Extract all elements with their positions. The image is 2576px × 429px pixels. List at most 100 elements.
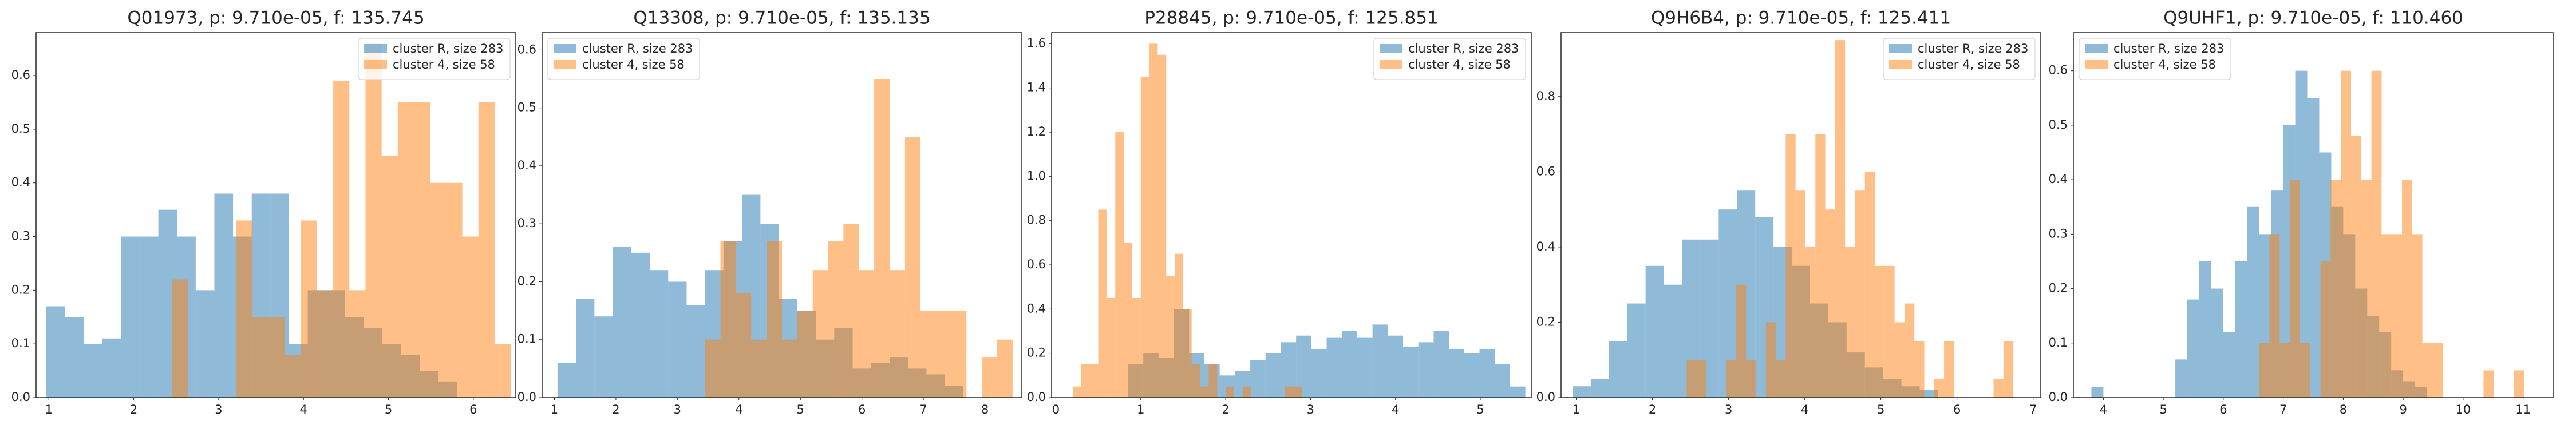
x-tick-label: 7 bbox=[2029, 403, 2037, 416]
x-tick-label: 11 bbox=[2515, 403, 2531, 416]
x-tick-label: 8 bbox=[2340, 403, 2347, 416]
bar bbox=[859, 270, 875, 398]
y-tick-label: 0.0 bbox=[1027, 390, 1046, 404]
y-tick-label: 0.5 bbox=[517, 101, 536, 114]
bar bbox=[1242, 386, 1251, 398]
x-tick-label: 6 bbox=[1953, 403, 1961, 416]
x-tick-label: 2 bbox=[1222, 403, 1229, 416]
bar bbox=[1311, 348, 1327, 398]
bar bbox=[252, 317, 269, 398]
bar bbox=[1191, 364, 1200, 398]
bar bbox=[446, 182, 463, 398]
panel: Q9UHF1, p: 9.710e-05, f: 110.460 4 5 6 7 8 9 10… bbox=[2049, 8, 2554, 416]
legend-swatch bbox=[2085, 44, 2108, 53]
x-tick-label: 5 bbox=[1877, 403, 1884, 416]
bar bbox=[1226, 386, 1234, 398]
bar bbox=[2259, 343, 2270, 398]
bar bbox=[1919, 390, 1938, 398]
y-tick-label: 0.6 bbox=[1027, 257, 1046, 271]
bar bbox=[1285, 386, 1294, 398]
bar bbox=[1914, 341, 1925, 398]
x-tick-label: 1 bbox=[551, 403, 558, 416]
legend-label: cluster R, size 283 bbox=[393, 42, 504, 55]
y-tick-label: 0.1 bbox=[11, 336, 30, 350]
x-tick-label: 6 bbox=[469, 403, 477, 416]
plot-frame bbox=[542, 32, 1022, 398]
bar bbox=[1664, 284, 1682, 398]
bar bbox=[2091, 386, 2104, 398]
x-tick-label: 2 bbox=[612, 403, 619, 416]
bar bbox=[1845, 247, 1855, 398]
bar bbox=[1149, 43, 1158, 398]
panel: Q9H6B4, p: 9.710e-05, f: 125.411 1 2 3 4 5 6 7 0… bbox=[1536, 8, 2041, 416]
legend-swatch bbox=[364, 60, 387, 69]
x-tick-label: 10 bbox=[2456, 403, 2471, 416]
bar bbox=[1864, 172, 1875, 398]
bar bbox=[890, 270, 905, 398]
bar bbox=[1403, 347, 1419, 398]
bar bbox=[1825, 209, 1835, 398]
bar bbox=[1726, 360, 1736, 398]
bar bbox=[1157, 54, 1167, 398]
bar bbox=[2175, 359, 2188, 398]
bar bbox=[1132, 298, 1141, 398]
bar bbox=[1107, 298, 1116, 398]
y-tick-label: 0.2 bbox=[1536, 315, 1555, 328]
y-tick-label: 0.4 bbox=[1027, 301, 1046, 315]
bar bbox=[2290, 180, 2300, 398]
chart-title: Q9H6B4, p: 9.710e-05, f: 125.411 bbox=[1651, 8, 1951, 29]
bar bbox=[2307, 98, 2320, 398]
bar bbox=[812, 270, 828, 398]
legend: cluster R, size 283 cluster 4, size 58 bbox=[358, 38, 511, 80]
x-tick-label: 2 bbox=[130, 403, 137, 416]
legend-label: cluster 4, size 58 bbox=[1408, 58, 1511, 72]
bar bbox=[381, 156, 398, 398]
x-tick-label: 1 bbox=[1573, 403, 1580, 416]
bar bbox=[1627, 303, 1646, 398]
legend-swatch bbox=[1889, 44, 1912, 53]
bar bbox=[65, 317, 84, 398]
bar bbox=[1875, 265, 1885, 398]
y-tick-label: 0.2 bbox=[517, 274, 536, 288]
x-tick-label: 4 bbox=[735, 403, 742, 416]
bar bbox=[1140, 77, 1149, 398]
bar bbox=[1081, 364, 1090, 398]
bar bbox=[767, 241, 782, 398]
bar bbox=[2350, 136, 2361, 398]
bar bbox=[121, 236, 140, 398]
x-tick-label: 4 bbox=[1801, 403, 1808, 416]
y-tick-label: 0.8 bbox=[1536, 89, 1555, 103]
y-tick-label: 0.3 bbox=[11, 229, 30, 243]
bar bbox=[1805, 247, 1816, 398]
y-tick-label: 0.6 bbox=[1536, 164, 1555, 178]
bar bbox=[1479, 348, 1495, 398]
y-tick-label: 1.0 bbox=[1027, 169, 1046, 182]
bar bbox=[1175, 253, 1183, 398]
panel: Q01973, p: 9.710e-05, f: 135.745 1 2 3 4 5 6 0.… bbox=[11, 8, 516, 416]
x-tick-label: 4 bbox=[300, 403, 307, 416]
legend-box bbox=[358, 38, 511, 80]
chart-title: Q9UHF1, p: 9.710e-05, f: 110.460 bbox=[2163, 8, 2463, 29]
y-tick-label: 0.0 bbox=[2049, 390, 2068, 404]
bar bbox=[430, 182, 447, 398]
bar bbox=[2279, 343, 2290, 398]
bar bbox=[1572, 386, 1591, 398]
legend-box bbox=[547, 38, 700, 80]
bar bbox=[1372, 324, 1388, 398]
bar bbox=[2422, 343, 2433, 398]
x-tick-label: 0 bbox=[1052, 403, 1060, 416]
bar bbox=[1089, 364, 1099, 398]
x-tick-label: 6 bbox=[2219, 403, 2227, 416]
bar bbox=[462, 236, 479, 398]
x-tick-label: 5 bbox=[2159, 403, 2167, 416]
x-tick-label: 9 bbox=[2399, 403, 2407, 416]
bar bbox=[1183, 309, 1192, 398]
bar bbox=[397, 102, 414, 398]
bar bbox=[1934, 379, 1945, 398]
bar bbox=[736, 293, 752, 398]
bar bbox=[285, 354, 301, 398]
y-tick-label: 1.4 bbox=[1027, 81, 1046, 94]
plot-frame bbox=[1560, 32, 2041, 398]
y-tick-label: 0.2 bbox=[2049, 281, 2068, 295]
bar bbox=[1495, 364, 1510, 398]
